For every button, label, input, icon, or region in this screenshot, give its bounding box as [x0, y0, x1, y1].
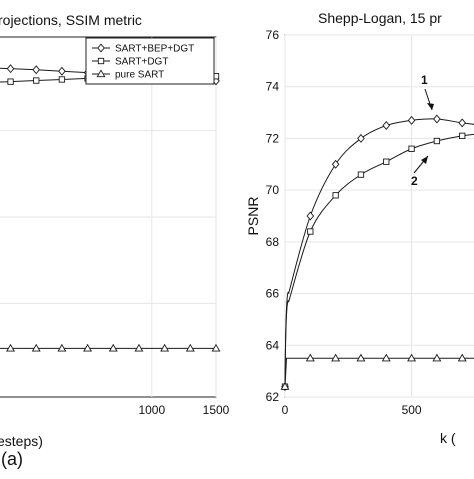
right-x-tick-label: 500	[402, 403, 422, 417]
right-series-1-marker	[307, 228, 314, 235]
right-series-2-marker	[305, 353, 315, 362]
legend-marker-2	[96, 69, 106, 78]
left-series-0-marker	[58, 66, 66, 76]
left-x-axis-label: esteps)	[0, 433, 43, 449]
right-series-0-marker	[407, 115, 416, 125]
left-series-group	[0, 64, 221, 352]
right-series-0-marker	[458, 118, 467, 128]
right-series-1-marker	[332, 192, 339, 199]
legend-label-2: pure SART	[115, 70, 164, 81]
right-y-tick-labels: 62 64 66 68 70 72 74 76	[266, 28, 280, 404]
left-series-2-marker	[31, 343, 41, 352]
right-y-tick-label: 68	[266, 235, 280, 249]
left-series-0-marker	[32, 65, 41, 75]
right-y-tick-label: 72	[266, 131, 280, 145]
panel-label: (a)	[1, 449, 23, 469]
left-series-2-marker	[160, 343, 170, 352]
right-y-tick-label: 66	[266, 287, 280, 301]
right-y-axis-label: PSNR	[245, 197, 261, 236]
legend-label-1: SART+DGT	[115, 57, 168, 68]
right-chart-title: Shepp-Logan, 15 pr	[318, 10, 442, 26]
right-series-2-marker	[407, 353, 417, 362]
left-x-tick-label: 1000	[138, 403, 165, 417]
left-series-1-marker	[58, 76, 66, 83]
right-series-2-marker	[356, 353, 366, 362]
right-series-1-marker	[357, 171, 365, 178]
left-series-1-marker	[7, 78, 14, 85]
left-series-2-marker	[211, 343, 221, 352]
right-series-2-marker	[331, 353, 341, 362]
right-series-2-marker	[432, 353, 442, 362]
right-chart-panel: Shepp-Logan, 15 pr 0 500 62 64 66 68 70 72 74 76…	[245, 10, 474, 446]
right-series-line-1	[284, 133, 474, 387]
right-series-2-marker	[280, 382, 290, 390]
left-series-1-marker	[33, 77, 40, 84]
right-series-2-marker	[457, 353, 467, 362]
left-gridlines	[0, 37, 217, 397]
left-series-2-marker	[57, 343, 67, 352]
right-y-tick-label: 74	[266, 80, 280, 94]
left-chart-panel: rojections, SSIM metric 1000 1500 esteps)…	[0, 12, 230, 469]
left-x-tick-label: 1500	[203, 403, 230, 417]
left-legend: SART+BEP+DGT SART+DGT pure SART	[85, 37, 215, 85]
right-series-0-marker	[306, 211, 315, 221]
left-series-0-marker	[6, 64, 15, 74]
right-series-0-marker	[331, 159, 340, 169]
annotation-label-1: 1	[421, 73, 428, 87]
annotation-label-2: 2	[411, 174, 418, 188]
right-series-line-0	[284, 118, 474, 387]
annotation-arrowhead-2	[421, 156, 428, 164]
right-y-tick-label: 70	[266, 183, 280, 197]
right-series-1-marker	[433, 137, 441, 145]
left-series-2-marker	[83, 343, 93, 352]
right-series-0-marker	[433, 114, 441, 124]
annotation-arrowhead-1	[427, 103, 434, 110]
right-series-0-marker	[382, 121, 391, 130]
left-chart-title: rojections, SSIM metric	[0, 12, 142, 28]
left-series-2-marker	[108, 343, 118, 352]
right-series-1-marker	[408, 145, 415, 152]
legend-marker-1	[97, 57, 105, 65]
right-x-tick-labels: 0 500	[282, 403, 422, 417]
left-x-tick-labels: 1000 1500	[138, 403, 229, 417]
legend-marker-0	[97, 43, 105, 53]
right-y-tick-label: 76	[266, 28, 280, 42]
right-series-group	[280, 114, 474, 392]
right-series-1-marker	[383, 158, 390, 165]
right-series-1-marker	[459, 132, 466, 139]
right-x-tick-label: 0	[282, 403, 289, 417]
right-x-axis-label: k (	[440, 430, 456, 446]
left-series-2-marker	[134, 343, 144, 352]
legend-items: SART+BEP+DGT SART+DGT pure SART	[92, 44, 194, 81]
annotation-1: 1	[421, 73, 434, 111]
left-series-2-marker	[6, 343, 16, 352]
left-series-2-marker	[185, 343, 195, 352]
right-series-2-marker	[381, 353, 391, 362]
right-gridlines	[284, 34, 474, 398]
right-y-tick-label: 62	[266, 390, 280, 404]
right-series-line-2	[284, 357, 474, 387]
legend-label-0: SART+BEP+DGT	[115, 44, 194, 55]
right-series-0-marker	[357, 133, 365, 143]
right-y-tick-label: 64	[266, 338, 280, 352]
annotation-2: 2	[411, 155, 429, 188]
